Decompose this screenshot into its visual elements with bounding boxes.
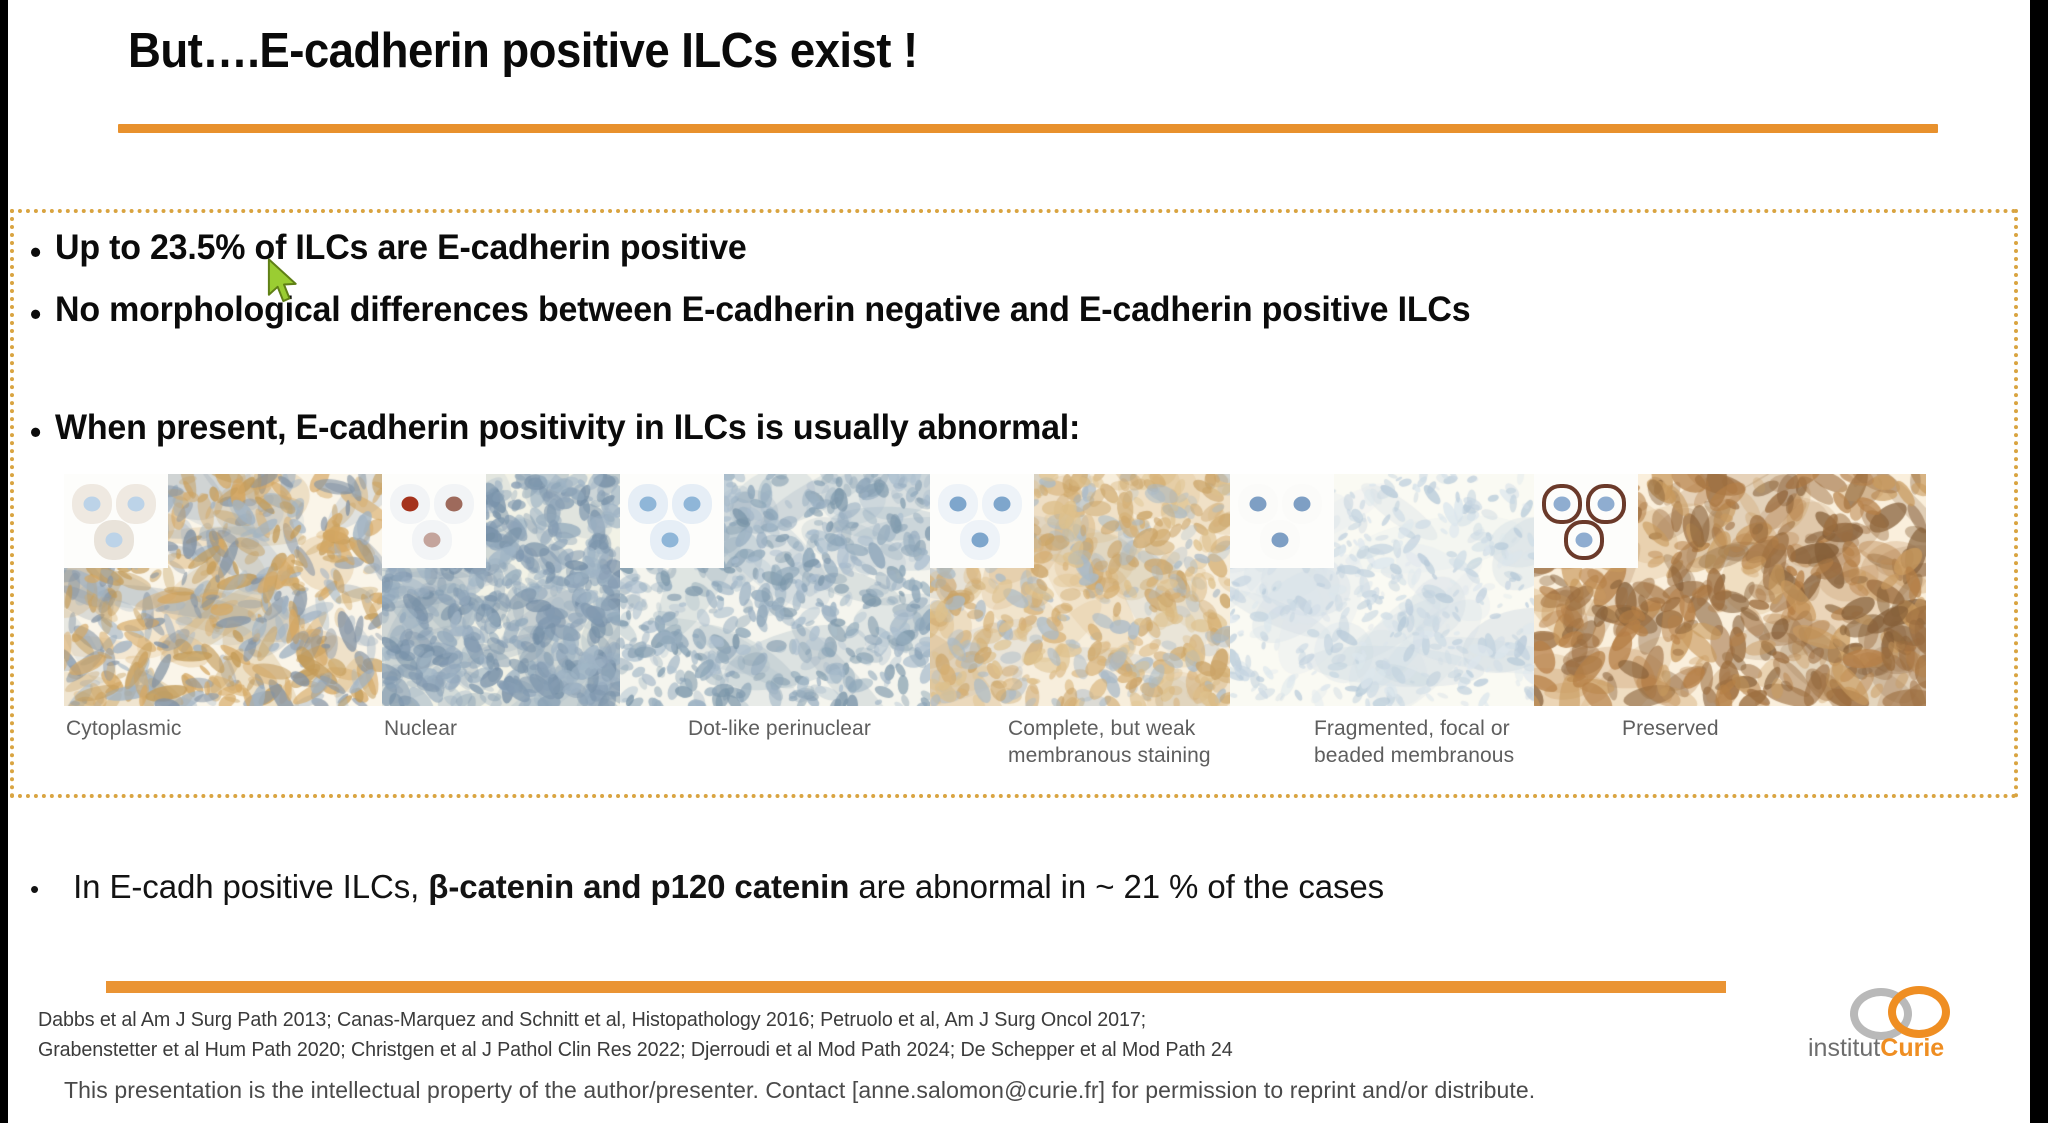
bullet-text-1: Up to 23.5% of ILCs are E-cadherin posit…	[55, 228, 747, 267]
cell-diagram-inset-weak-membranous	[930, 474, 1034, 568]
ring-orange-icon	[1888, 986, 1950, 1038]
page-title: But….E-cadherin positive ILCs exist !	[128, 24, 918, 78]
cell-glyph	[672, 484, 712, 524]
institut-curie-logo: institutCurie	[1808, 986, 2000, 1070]
disclaimer-text: This presentation is the intellectual pr…	[64, 1077, 1536, 1103]
cell-glyph	[72, 484, 112, 524]
cell-glyph	[94, 520, 134, 560]
cell-diagram-inset-nuclear	[382, 474, 486, 568]
cell-glyph	[1238, 484, 1278, 524]
cell-diagram-inset-cytoplasmic	[64, 474, 168, 568]
micro-panel-fragmented-beaded	[1230, 474, 1534, 706]
cell-glyph	[116, 484, 156, 524]
cell-glyph	[1260, 520, 1300, 560]
micro-panel-nuclear	[382, 474, 620, 706]
cell-glyph	[628, 484, 668, 524]
caption-dotlike-perinuclear: Dot-like perinuclear	[688, 717, 871, 740]
cell-glyph	[650, 520, 690, 560]
b4-bold-phrase: β-catenin and p120 catenin	[428, 868, 850, 905]
bullet-item-3: • When present, E-cadherin positivity in…	[30, 408, 1112, 450]
caption-complete-weak-membranous: Complete, but weak membranous staining	[1008, 717, 1211, 767]
micro-panel-dotlike-perinuclear	[620, 474, 930, 706]
cell-glyph	[434, 484, 474, 524]
reference-line-2: Grabenstetter et al Hum Path 2020; Chris…	[38, 1039, 1233, 1061]
curie-wordmark: institutCurie	[1808, 1036, 2000, 1061]
cell-glyph	[390, 484, 430, 524]
microscopy-figure-strip	[64, 474, 1926, 706]
bullet-marker-icon: •	[30, 874, 40, 904]
bullet-marker-icon: •	[30, 296, 42, 332]
cell-glyph	[1542, 484, 1582, 524]
bullet-item-4: • In E-cadh positive ILCs, β-catenin and…	[30, 868, 1384, 906]
bullet-item-1: • Up to 23.5% of ILCs are E-cadherin pos…	[30, 228, 768, 270]
b4-suffix: are abnormal in ~ 21 % of the cases	[849, 868, 1385, 905]
title-block: But….E-cadherin positive ILCs exist !	[128, 24, 1928, 78]
slide-canvas: But….E-cadherin positive ILCs exist ! • …	[8, 0, 2030, 1123]
title-underline-rule	[118, 124, 1938, 133]
caption-fragmented-beaded: Fragmented, focal or beaded membranous	[1314, 717, 1515, 767]
cell-glyph	[1282, 484, 1322, 524]
cell-glyph	[412, 520, 452, 560]
caption-preserved: Preserved	[1622, 717, 1719, 740]
micro-panel-cytoplasmic	[64, 474, 382, 706]
cell-glyph	[1564, 520, 1604, 560]
curie-institut-text: institut	[1808, 1034, 1881, 1062]
bullet-text-2: No morphological differences between E-c…	[55, 290, 1471, 329]
bullet-text-4: In E-cadh positive ILCs, β-catenin and p…	[73, 868, 1384, 906]
curie-curie-text: Curie	[1880, 1034, 1945, 1062]
b4-prefix: In E-cadh positive ILCs,	[73, 868, 429, 905]
cell-glyph	[960, 520, 1000, 560]
bullet-text-3: When present, E-cadherin positivity in I…	[55, 408, 1081, 447]
caption-cytoplasmic: Cytoplasmic	[66, 717, 182, 740]
cell-diagram-inset-fragmented	[1230, 474, 1334, 568]
cell-diagram-inset-dotlike	[620, 474, 724, 568]
cell-diagram-inset-preserved	[1534, 474, 1638, 568]
bullet-marker-icon: •	[30, 234, 42, 270]
reference-list: Dabbs et al Am J Surg Path 2013; Canas-M…	[38, 1005, 1738, 1065]
bullet-marker-icon: •	[30, 414, 42, 450]
caption-nuclear: Nuclear	[384, 717, 458, 740]
footer-orange-rule	[106, 981, 1726, 993]
micro-panel-complete-weak-membranous	[930, 474, 1230, 706]
curie-rings-icon	[1850, 986, 1980, 1040]
cell-glyph	[1586, 484, 1626, 524]
micro-panel-preserved	[1534, 474, 1926, 706]
dotted-content-box	[10, 209, 2018, 798]
cell-glyph	[982, 484, 1022, 524]
reference-line-1: Dabbs et al Am J Surg Path 2013; Canas-M…	[38, 1009, 1147, 1031]
bullet-item-2: • No morphological differences between E…	[30, 290, 1514, 332]
cell-glyph	[938, 484, 978, 524]
